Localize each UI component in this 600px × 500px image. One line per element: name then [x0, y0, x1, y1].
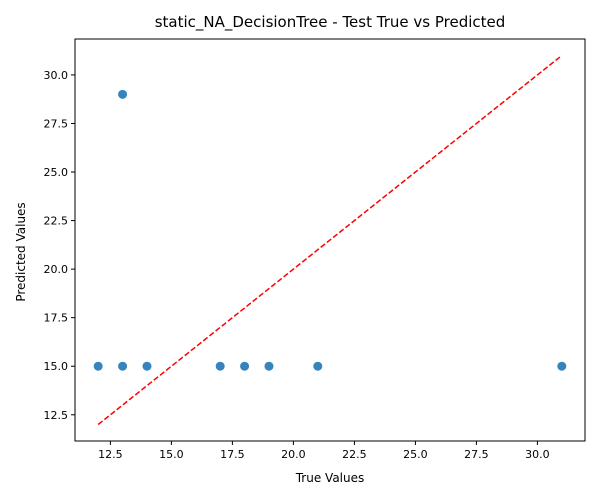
x-tick-label: 27.5 [464, 448, 489, 461]
x-tick-label: 12.5 [98, 448, 123, 461]
data-point [142, 361, 152, 371]
x-tick-label: 17.5 [220, 448, 245, 461]
data-point [93, 361, 103, 371]
x-tick-label: 25.0 [403, 448, 428, 461]
data-point [264, 361, 274, 371]
data-point [215, 361, 225, 371]
data-point [557, 361, 567, 371]
y-tick-label: 27.5 [44, 117, 69, 130]
x-tick-label: 15.0 [159, 448, 184, 461]
y-axis-label: Predicted Values [14, 202, 28, 301]
y-tick-label: 12.5 [44, 409, 69, 422]
reference-line [97, 54, 563, 426]
y-tick-label: 25.0 [44, 166, 69, 179]
y-tick-label: 30.0 [44, 69, 69, 82]
x-tick-label: 22.5 [342, 448, 367, 461]
x-tick-label: 20.0 [281, 448, 306, 461]
chart-title: static_NA_DecisionTree - Test True vs Pr… [155, 13, 506, 32]
data-point [240, 361, 250, 371]
plot-frame [74, 38, 586, 442]
data-point [118, 89, 128, 99]
y-tick-label: 17.5 [44, 312, 69, 325]
x-tick-label: 30.0 [525, 448, 550, 461]
plot-area: 12.5 15.0 17.5 20.0 22.5 25.0 27.5 30.0 12.5 15.0… [44, 38, 586, 461]
x-axis-label: True Values [295, 471, 365, 485]
y-tick-label: 15.0 [44, 360, 69, 373]
y-tick-label: 22.5 [44, 215, 69, 228]
y-tick-label: 20.0 [44, 263, 69, 276]
data-point [118, 361, 128, 371]
data-point [313, 361, 323, 371]
